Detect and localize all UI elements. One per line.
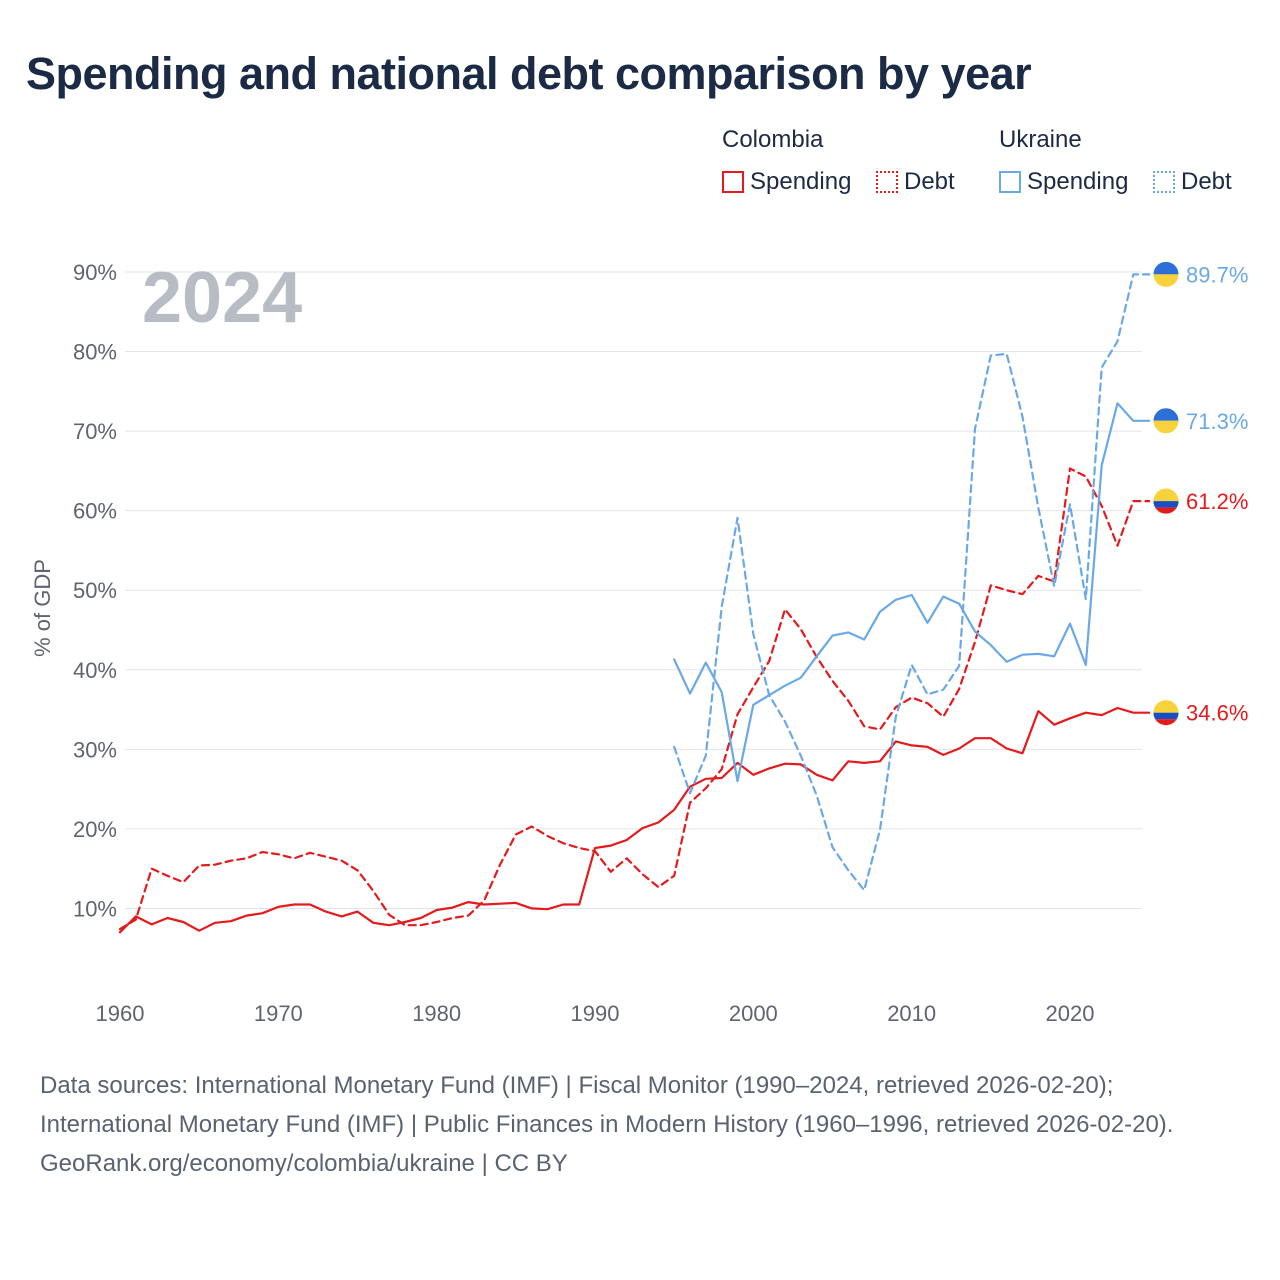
series-line-colombia-debt: [118, 467, 1151, 931]
legend-item-colombia-spending[interactable]: Spending: [722, 168, 851, 196]
x-tick-label: 1970: [254, 1001, 303, 1026]
legend-label: Spending: [750, 168, 852, 195]
flag-bottom: [1153, 719, 1179, 726]
series-line-colombia-spending: [118, 706, 1151, 934]
legend-swatch-dotted-blue: [1153, 171, 1175, 193]
flag-bottom: [1153, 507, 1179, 515]
flag-top: [1153, 488, 1179, 502]
series: [118, 273, 1151, 934]
year-watermark: 2024: [142, 258, 302, 338]
grid-lines: [125, 271, 1142, 909]
series-line-ukraine-debt: [673, 273, 1151, 892]
flag-mid: [1153, 501, 1179, 508]
y-tick-label: 30%: [73, 737, 117, 762]
legend-swatch-solid-red: [722, 171, 744, 193]
flag-top: [1153, 699, 1179, 713]
flag-icon-colombia: [1153, 488, 1179, 515]
flag-top: [1153, 261, 1179, 275]
flag-ring: [1152, 407, 1180, 435]
y-tick-label: 20%: [73, 817, 117, 842]
credit-link[interactable]: GeoRank.org/economy/colombia/ukraine | C…: [40, 1150, 568, 1177]
y-tick-label: 50%: [73, 578, 117, 603]
end-value-label: 89.7%: [1186, 262, 1248, 287]
legend-country-colombia: Colombia: [722, 126, 824, 153]
legend-country-ukraine: Ukraine: [999, 126, 1082, 153]
legend-label: Debt: [904, 168, 955, 195]
x-tick-label: 2000: [729, 1001, 778, 1026]
legend-item-colombia-debt[interactable]: Debt: [876, 168, 955, 196]
legend-item-ukraine-spending[interactable]: Spending: [999, 168, 1128, 196]
x-tick-label: 1960: [96, 1001, 145, 1026]
x-tick-label: 2010: [887, 1001, 936, 1026]
data-sources: Data sources: International Monetary Fun…: [40, 1072, 1174, 1138]
end-value-label: 61.2%: [1186, 489, 1248, 514]
y-tick-label: 80%: [73, 340, 117, 365]
y-tick-label: 70%: [73, 419, 117, 444]
legend-label: Spending: [1027, 168, 1129, 195]
legend-swatch-solid-blue: [999, 171, 1021, 193]
legend-swatch-dotted-red: [876, 171, 898, 193]
flag-icon-colombia: [1153, 699, 1179, 726]
flag-top: [1153, 407, 1179, 421]
x-tick-label: 1990: [571, 1001, 620, 1026]
y-tick-label: 90%: [73, 260, 117, 285]
line-chart: 10% 20% 30% 40% 50% 60% 70% 80% 90% 1960 1970 1980 1…: [30, 258, 1248, 1026]
series-line-ukraine-spending: [673, 402, 1151, 783]
legend-item-ukraine-debt[interactable]: Debt: [1153, 168, 1232, 196]
chart-title: Spending and national debt comparison by…: [26, 48, 1032, 99]
flag-bottom: [1153, 420, 1179, 434]
end-value-label: 34.6%: [1186, 701, 1248, 726]
end-value-label: 71.3%: [1186, 409, 1248, 434]
axes: 10% 20% 30% 40% 50% 60% 70% 80% 90% 1960 1970 1980 1…: [73, 260, 1095, 1026]
x-tick-label: 2020: [1046, 1001, 1095, 1026]
end-labels: 89.7% 71.3% 61.2% 34.6%: [1152, 260, 1248, 726]
flag-ring: [1152, 260, 1180, 288]
y-tick-label: 10%: [73, 896, 117, 921]
footer: Data sources: International Monetary Fun…: [40, 1066, 1240, 1183]
y-axis-label: % of GDP: [30, 559, 55, 657]
flag-bottom: [1153, 274, 1179, 288]
y-tick-label: 60%: [73, 499, 117, 524]
y-tick-label: 40%: [73, 658, 117, 683]
legend-label: Debt: [1181, 168, 1232, 195]
x-tick-label: 1980: [412, 1001, 461, 1026]
flag-icon-ukraine: [1152, 407, 1180, 435]
flag-mid: [1153, 712, 1179, 720]
flag-icon-ukraine: [1152, 260, 1180, 288]
